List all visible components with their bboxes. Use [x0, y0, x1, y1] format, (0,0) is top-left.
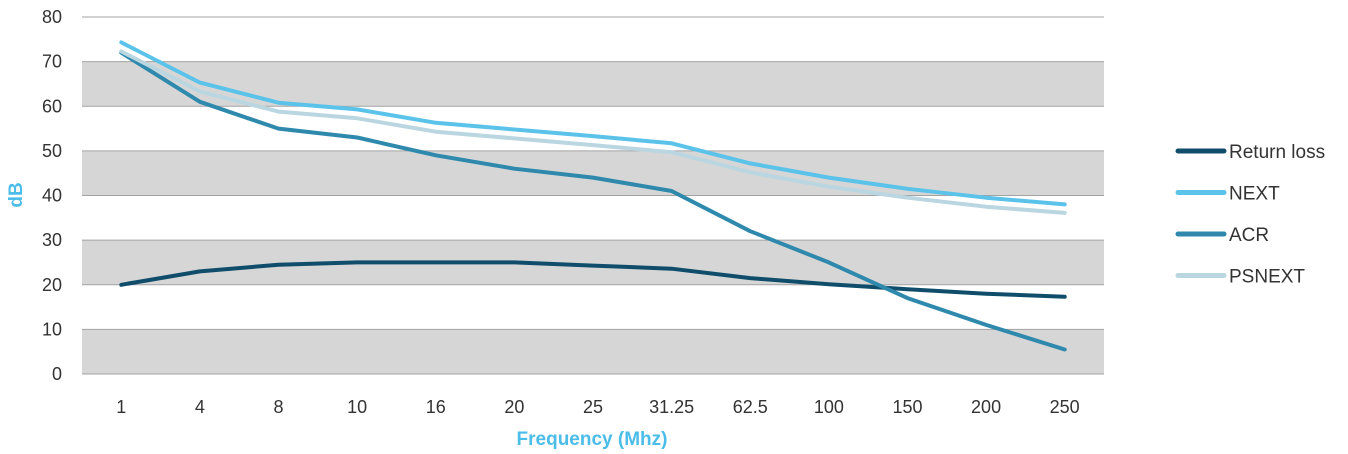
- series-line-psnext: [119, 49, 1067, 215]
- grid-bands: [82, 61, 1104, 374]
- legend-item: NEXT: [1175, 184, 1280, 205]
- y-axis-ticks: 0 10 20 30 40 50 60 70 80: [42, 7, 62, 384]
- y-tick-label: 50: [42, 141, 62, 161]
- y-axis-title: dB: [6, 182, 27, 207]
- x-axis-ticks: 1 4 8 10 16 20 25 31.25 62.5 100 150 200 250: [116, 397, 1079, 417]
- legend-label: NEXT: [1229, 184, 1280, 205]
- y-tick-label: 30: [42, 230, 62, 250]
- y-tick-label: 0: [52, 364, 62, 384]
- grid-band: [82, 240, 1104, 285]
- x-axis-title: Frequency (Mhz): [517, 429, 668, 450]
- x-tick-label: 16: [426, 397, 446, 417]
- legend-label: ACR: [1229, 225, 1269, 246]
- legend-item: Return loss: [1175, 142, 1325, 163]
- x-tick-label: 31.25: [649, 397, 694, 417]
- x-tick-label: 1: [116, 397, 126, 417]
- y-tick-label: 10: [42, 319, 62, 339]
- grid-band: [82, 329, 1104, 374]
- x-tick-label: 4: [195, 397, 205, 417]
- y-tick-label: 70: [42, 52, 62, 72]
- x-tick-label: 150: [892, 397, 922, 417]
- series-line-return-loss: [119, 260, 1067, 299]
- x-tick-label: 8: [274, 397, 284, 417]
- x-tick-label: 25: [583, 397, 603, 417]
- y-tick-label: 40: [42, 186, 62, 206]
- y-tick-label: 60: [42, 96, 62, 116]
- x-tick-label: 10: [347, 397, 367, 417]
- x-tick-label: 250: [1050, 397, 1080, 417]
- x-tick-label: 200: [971, 397, 1001, 417]
- legend-item: ACR: [1175, 225, 1269, 246]
- legend-label: Return loss: [1229, 142, 1325, 163]
- legend: Return loss NEXT ACR PSNEXT: [1175, 142, 1325, 288]
- y-tick-label: 80: [42, 7, 62, 27]
- grid-band: [82, 150, 1104, 196]
- y-tick-label: 20: [42, 275, 62, 295]
- series-lines: [119, 40, 1067, 352]
- legend-item: PSNEXT: [1175, 267, 1305, 288]
- grid-lines: [82, 16, 1104, 375]
- legend-label: PSNEXT: [1229, 267, 1305, 288]
- x-tick-label: 100: [814, 397, 844, 417]
- series-line-next: [119, 40, 1067, 207]
- x-tick-label: 20: [504, 397, 524, 417]
- grid-band: [82, 61, 1104, 107]
- series-line-acr: [119, 50, 1067, 352]
- x-tick-label: 62.5: [733, 397, 768, 417]
